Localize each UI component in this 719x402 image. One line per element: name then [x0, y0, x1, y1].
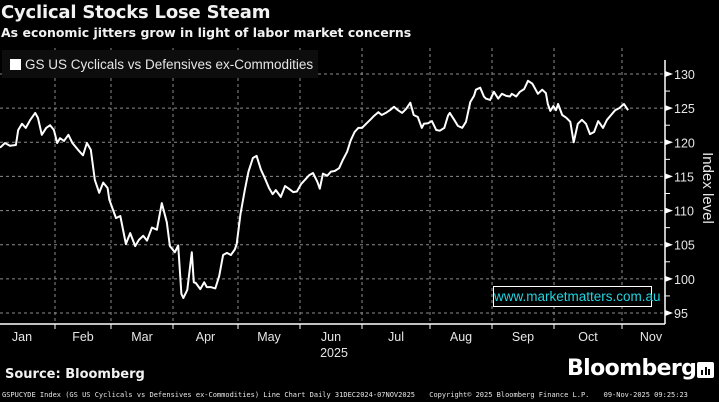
x-tick-label: Sep	[512, 330, 534, 344]
x-tick-label: Feb	[72, 330, 94, 344]
y-axis-label: Index level	[699, 152, 716, 224]
y-tick-arrow	[665, 105, 673, 112]
x-tick-label: Aug	[450, 330, 472, 344]
series-group	[0, 79, 629, 299]
y-tick-arrow	[665, 241, 673, 248]
y-tick-label: 120	[674, 136, 695, 150]
y-tick-label: 125	[674, 102, 695, 116]
watermark-link[interactable]: www.marketmatters.com.au	[493, 286, 661, 307]
legend-label: GS US Cyclicals vs Defensives ex-Commodi…	[25, 56, 314, 72]
y-tick-arrow	[665, 275, 673, 282]
y-tick-arrow	[665, 207, 673, 214]
x-tick-label: May	[257, 330, 281, 344]
y-tick-label: 110	[674, 205, 694, 219]
footer: GSPUCYDE Index (GS US Cyclicals vs Defen…	[2, 391, 698, 399]
y-tick-label: 105	[674, 239, 695, 253]
x-tick-label: Jun	[321, 330, 341, 344]
gridlines	[0, 48, 665, 323]
bloomberg-chart-icon	[697, 362, 714, 378]
y-axis-ticks: 95 100 105 110 115 120 125 130	[665, 68, 695, 321]
y-tick-label: 95	[674, 307, 688, 321]
bloomberg-logo: Bloomberg	[567, 356, 697, 381]
x-tick-label: Oct	[578, 330, 598, 344]
x-tick-label: Apr	[196, 330, 215, 344]
x-tick-label: Jul	[388, 330, 404, 344]
y-tick-arrow	[665, 173, 673, 180]
legend: GS US Cyclicals vs Defensives ex-Commodi…	[2, 50, 318, 78]
footer-copyright: Copyright© 2025 Bloomberg Finance L.P.	[429, 391, 590, 399]
x-axis-year-label: 2025	[320, 346, 348, 360]
y-tick-label: 115	[674, 170, 694, 184]
series-line	[0, 79, 629, 299]
y-tick-label: 100	[674, 273, 695, 287]
footer-timestamp: 09-Nov-2025 09:25:23	[603, 391, 688, 399]
y-tick-arrow	[665, 71, 673, 77]
x-tick-label: Nov	[640, 330, 663, 344]
y-tick-label: 130	[674, 68, 695, 82]
x-axis-ticks: Jan Feb Mar Apr May Jun Jul Aug Sep Oct Nov	[12, 324, 663, 344]
y-tick-arrow	[665, 310, 673, 316]
chart-title: Cyclical Stocks Lose Steam	[1, 2, 271, 23]
legend-swatch	[10, 58, 21, 70]
source-label: Source: Bloomberg	[5, 367, 145, 382]
y-tick-arrow	[665, 139, 673, 146]
footer-description: GSPUCYDE Index (GS US Cyclicals vs Defen…	[2, 391, 416, 399]
x-tick-label: Mar	[131, 330, 153, 344]
x-tick-label: Jan	[12, 330, 32, 344]
chart-subtitle: As economic jitters grow in light of lab…	[1, 25, 412, 40]
